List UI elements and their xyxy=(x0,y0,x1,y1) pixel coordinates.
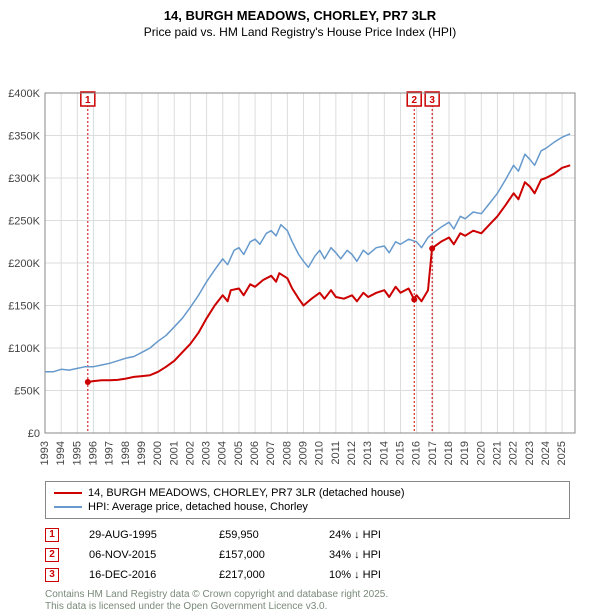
line-chart: £0 £50K £100K £150K £200K £250K £300K £350K £400… xyxy=(0,43,600,477)
sale-row: 3 16-DEC-2016 £217,000 10% ↓ HPI xyxy=(45,565,570,585)
legend-swatch xyxy=(54,492,82,494)
attribution-line1: Contains HM Land Registry data © Crown c… xyxy=(45,589,570,601)
svg-text:2025: 2025 xyxy=(556,441,568,465)
sale-marker: 1 xyxy=(45,528,59,542)
svg-text:2012: 2012 xyxy=(346,441,358,465)
svg-text:£0: £0 xyxy=(28,428,40,440)
chart-container: 14, BURGH MEADOWS, CHORLEY, PR7 3LR Pric… xyxy=(0,0,600,590)
legend-swatch xyxy=(54,506,82,508)
svg-text:2011: 2011 xyxy=(330,441,342,465)
sale-date: 06-NOV-2015 xyxy=(89,549,189,561)
svg-text:1995: 1995 xyxy=(71,441,83,465)
attribution-line2: This data is licensed under the Open Gov… xyxy=(45,601,570,613)
svg-text:1993: 1993 xyxy=(39,441,51,465)
svg-text:1998: 1998 xyxy=(120,441,132,465)
svg-text:£100K: £100K xyxy=(8,343,40,355)
legend-item: 14, BURGH MEADOWS, CHORLEY, PR7 3LR (det… xyxy=(54,486,561,500)
legend: 14, BURGH MEADOWS, CHORLEY, PR7 3LR (det… xyxy=(45,481,570,519)
svg-text:2003: 2003 xyxy=(201,441,213,465)
svg-text:1994: 1994 xyxy=(55,441,67,465)
svg-text:£50K: £50K xyxy=(14,385,40,397)
svg-text:1997: 1997 xyxy=(104,441,116,465)
svg-text:2007: 2007 xyxy=(265,441,277,465)
sale-date: 29-AUG-1995 xyxy=(89,529,189,541)
svg-text:£300K: £300K xyxy=(8,173,40,185)
svg-text:2013: 2013 xyxy=(362,441,374,465)
svg-text:2: 2 xyxy=(411,95,417,106)
svg-text:1996: 1996 xyxy=(87,441,99,465)
svg-text:2022: 2022 xyxy=(508,441,520,465)
legend-item: HPI: Average price, detached house, Chor… xyxy=(54,500,561,514)
svg-text:2005: 2005 xyxy=(233,441,245,465)
sale-price: £157,000 xyxy=(219,549,299,561)
svg-text:1: 1 xyxy=(85,95,91,106)
svg-text:£400K: £400K xyxy=(8,88,40,100)
svg-text:£350K: £350K xyxy=(8,130,40,142)
sale-diff: 24% ↓ HPI xyxy=(329,529,429,541)
legend-label: 14, BURGH MEADOWS, CHORLEY, PR7 3LR (det… xyxy=(88,487,404,499)
svg-text:2010: 2010 xyxy=(314,441,326,465)
svg-text:2016: 2016 xyxy=(411,441,423,465)
sale-marker: 3 xyxy=(45,568,59,582)
svg-text:2018: 2018 xyxy=(443,441,455,465)
sale-price: £217,000 xyxy=(219,569,299,581)
sale-diff: 34% ↓ HPI xyxy=(329,549,429,561)
svg-text:£150K: £150K xyxy=(8,300,40,312)
svg-text:2014: 2014 xyxy=(378,441,390,465)
sale-diff: 10% ↓ HPI xyxy=(329,569,429,581)
svg-text:2020: 2020 xyxy=(475,441,487,465)
svg-text:2019: 2019 xyxy=(459,441,471,465)
svg-text:2002: 2002 xyxy=(184,441,196,465)
chart-title: 14, BURGH MEADOWS, CHORLEY, PR7 3LR xyxy=(0,0,600,25)
svg-text:2009: 2009 xyxy=(298,441,310,465)
svg-text:3: 3 xyxy=(429,95,435,106)
sale-price: £59,950 xyxy=(219,529,299,541)
svg-text:2004: 2004 xyxy=(217,441,229,465)
attribution: Contains HM Land Registry data © Crown c… xyxy=(45,589,570,613)
svg-text:£200K: £200K xyxy=(8,258,40,270)
svg-text:1999: 1999 xyxy=(136,441,148,465)
sale-marker: 2 xyxy=(45,548,59,562)
svg-text:2017: 2017 xyxy=(427,441,439,465)
legend-label: HPI: Average price, detached house, Chor… xyxy=(88,501,308,513)
svg-text:2006: 2006 xyxy=(249,441,261,465)
chart-subtitle: Price paid vs. HM Land Registry's House … xyxy=(0,25,600,43)
svg-text:2015: 2015 xyxy=(394,441,406,465)
sale-date: 16-DEC-2016 xyxy=(89,569,189,581)
sale-row: 1 29-AUG-1995 £59,950 24% ↓ HPI xyxy=(45,525,570,545)
svg-text:2023: 2023 xyxy=(524,441,536,465)
svg-text:2021: 2021 xyxy=(491,441,503,465)
svg-text:2024: 2024 xyxy=(540,441,552,465)
sales-table: 1 29-AUG-1995 £59,950 24% ↓ HPI 2 06-NOV-2015… xyxy=(45,525,570,585)
svg-text:2000: 2000 xyxy=(152,441,164,465)
svg-text:2001: 2001 xyxy=(168,441,180,465)
sale-row: 2 06-NOV-2015 £157,000 34% ↓ HPI xyxy=(45,545,570,565)
svg-text:£250K: £250K xyxy=(8,215,40,227)
svg-text:2008: 2008 xyxy=(281,441,293,465)
